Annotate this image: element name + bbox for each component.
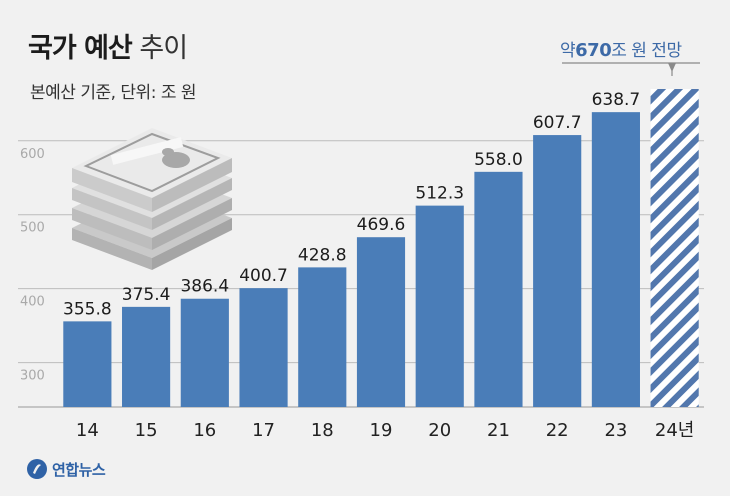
x-tick-label: 20 bbox=[428, 420, 451, 441]
x-tick-label: 15 bbox=[135, 420, 158, 441]
logo-text: 연합뉴스 bbox=[52, 460, 106, 479]
x-tick-label: 14 bbox=[76, 420, 99, 441]
bar bbox=[533, 135, 582, 407]
bar-projected bbox=[650, 89, 699, 407]
x-tick-label: 23 bbox=[604, 420, 627, 441]
bar-value-label: 400.7 bbox=[239, 266, 288, 286]
projection-annotation: 약670조 원 전망 bbox=[560, 36, 682, 61]
x-tick-label: 21 bbox=[487, 420, 510, 441]
bar-value-label: 607.7 bbox=[533, 113, 582, 133]
x-tick-label: 17 bbox=[252, 420, 275, 441]
projection-prefix: 약 bbox=[560, 41, 576, 61]
projection-value: 670 bbox=[575, 40, 612, 61]
bar bbox=[239, 288, 288, 407]
bar-value-label: 638.7 bbox=[592, 90, 641, 110]
bar bbox=[180, 298, 229, 407]
yonhap-logo: 연합뉴스 bbox=[26, 458, 106, 480]
x-tick-label: 19 bbox=[370, 420, 393, 441]
bar bbox=[474, 171, 523, 407]
x-tick-label: 18 bbox=[311, 420, 334, 441]
bar-value-label: 512.3 bbox=[415, 184, 464, 204]
bars bbox=[63, 89, 699, 408]
projection-suffix: 조 원 전망 bbox=[611, 41, 682, 61]
money-stack-icon bbox=[72, 128, 232, 270]
y-tick-label: 300 bbox=[20, 369, 45, 384]
y-tick-label: 500 bbox=[20, 221, 45, 236]
bar bbox=[591, 112, 640, 408]
bar-value-label: 428.8 bbox=[298, 245, 347, 265]
projection-callout bbox=[562, 62, 700, 76]
bar-value-label: 375.4 bbox=[122, 285, 171, 305]
bar bbox=[415, 205, 464, 407]
bar bbox=[356, 237, 406, 407]
title-bold: 국가 예산 bbox=[28, 33, 133, 64]
title-light: 추이 bbox=[139, 33, 188, 64]
bar-value-label: 558.0 bbox=[474, 150, 523, 170]
axis-labels: 300 400 500 600 355.8 14 375.4 15 386.4 16 400.7 17… bbox=[20, 90, 694, 441]
bar-value-label: 386.4 bbox=[180, 277, 229, 297]
x-tick-label: 24년 bbox=[655, 420, 694, 441]
yonhap-logo-icon bbox=[27, 459, 47, 479]
bar bbox=[63, 321, 112, 407]
y-tick-label: 400 bbox=[20, 295, 45, 310]
bar-value-label: 355.8 bbox=[63, 299, 112, 319]
chart-subtitle: 본예산 기준, 단위: 조 원 bbox=[30, 83, 197, 103]
bar-value-label: 469.6 bbox=[357, 215, 406, 235]
y-tick-label: 600 bbox=[20, 147, 45, 162]
x-tick-label: 22 bbox=[546, 420, 569, 441]
bar bbox=[298, 267, 347, 407]
bar bbox=[122, 306, 171, 407]
chart-title: 국가 예산 추이 bbox=[28, 26, 188, 65]
x-tick-label: 16 bbox=[193, 420, 216, 441]
